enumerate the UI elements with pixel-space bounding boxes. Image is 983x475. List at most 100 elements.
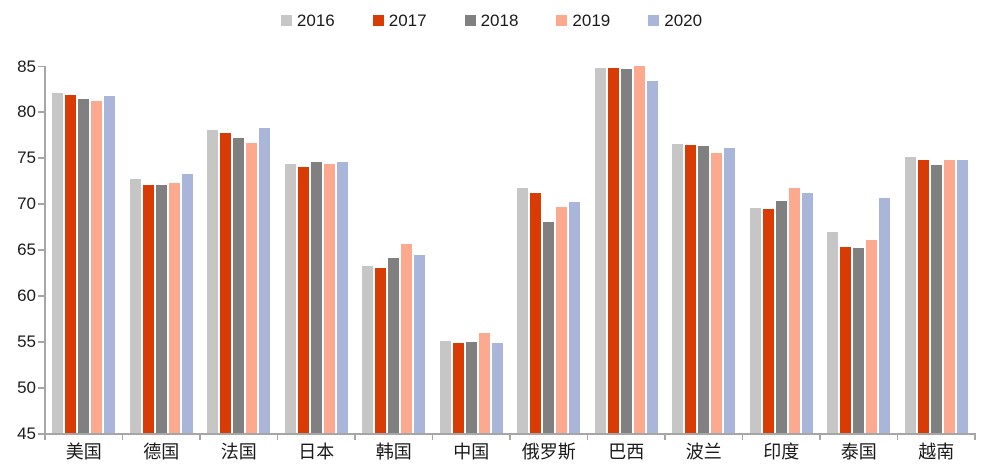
y-axis-tick-label: 45 xyxy=(17,424,36,443)
bar-2020-美国 xyxy=(104,95,116,433)
x-axis-tick xyxy=(896,433,898,440)
y-axis-tick xyxy=(38,111,44,113)
bar-2018-韩国 xyxy=(388,258,400,433)
x-axis-tick xyxy=(974,433,976,440)
y-axis-tick-label: 80 xyxy=(17,102,36,122)
bar-2020-越南 xyxy=(956,160,968,433)
bar-2020-俄罗斯 xyxy=(569,202,581,433)
bar-2020-印度 xyxy=(801,193,813,433)
bar-2019-韩国 xyxy=(401,243,413,433)
bar-2018-美国 xyxy=(78,99,90,433)
bar-2018-印度 xyxy=(775,201,787,433)
bar-2018-法国 xyxy=(233,138,245,433)
bar-2018-中国 xyxy=(465,342,477,433)
bar-2016-巴西 xyxy=(594,68,606,433)
x-axis-tick xyxy=(199,433,201,440)
legend-item: 2018 xyxy=(464,11,519,30)
bar-2017-法国 xyxy=(220,133,232,433)
bar-2020-法国 xyxy=(259,127,271,433)
bar-2020-日本 xyxy=(336,161,348,433)
x-axis-label: 印度 xyxy=(763,442,800,462)
bar-2017-美国 xyxy=(65,94,77,433)
y-axis-tick xyxy=(38,249,44,251)
y-axis-tick-label: 65 xyxy=(17,240,36,260)
bar-2016-法国 xyxy=(207,129,219,433)
x-axis-label: 法国 xyxy=(220,442,257,462)
legend-label: 2020 xyxy=(664,11,703,30)
chart-legend: 2016 2017 2018 2019 2020 xyxy=(0,12,983,29)
bar-2017-波兰 xyxy=(685,145,697,433)
bar-2020-德国 xyxy=(181,173,193,433)
x-axis-label: 俄罗斯 xyxy=(521,442,576,462)
bar-2016-德国 xyxy=(129,179,141,433)
bar-2016-美国 xyxy=(52,93,64,433)
x-axis-label: 中国 xyxy=(453,442,490,462)
bar-2019-俄罗斯 xyxy=(556,206,568,433)
x-axis-label: 日本 xyxy=(298,442,335,462)
bar-2019-波兰 xyxy=(711,152,723,433)
x-axis-tick xyxy=(44,433,46,440)
bar-2019-德国 xyxy=(168,183,180,433)
legend-swatch-2016 xyxy=(280,15,292,26)
bar-2016-泰国 xyxy=(827,231,839,433)
bar-2018-巴西 xyxy=(620,69,632,433)
bar-2019-印度 xyxy=(788,187,800,433)
bar-2019-日本 xyxy=(323,163,335,433)
bar-2016-越南 xyxy=(904,157,916,433)
x-axis-tick xyxy=(276,433,278,440)
x-axis-tick xyxy=(664,433,666,440)
bar-2016-日本 xyxy=(284,163,296,433)
bar-2017-泰国 xyxy=(840,247,852,433)
y-axis-tick-label: 70 xyxy=(17,194,36,214)
bar-2016-俄罗斯 xyxy=(517,187,529,433)
legend-item: 2020 xyxy=(648,12,702,29)
legend-label: 2017 xyxy=(388,11,427,30)
bar-2017-中国 xyxy=(452,342,464,433)
bar-2019-巴西 xyxy=(633,66,645,433)
y-axis-tick-label: 85 xyxy=(17,56,36,76)
x-axis-label: 德国 xyxy=(143,442,180,462)
bar-2017-印度 xyxy=(762,208,774,433)
legend-label: 2018 xyxy=(480,11,519,30)
bar-2019-泰国 xyxy=(866,240,878,433)
legend-item: 2016 xyxy=(280,11,335,30)
legend-swatch-2020 xyxy=(648,15,660,26)
legend-item: 2017 xyxy=(372,11,427,30)
bar-2017-俄罗斯 xyxy=(530,193,542,433)
bar-2017-越南 xyxy=(917,160,929,433)
x-axis-tick xyxy=(509,433,511,440)
bar-2020-波兰 xyxy=(724,148,736,433)
x-axis-tick xyxy=(586,433,588,440)
bar-2018-俄罗斯 xyxy=(543,221,555,433)
legend-label: 2019 xyxy=(572,11,611,30)
y-axis-tick-label: 60 xyxy=(17,286,36,306)
bar-2020-中国 xyxy=(491,342,503,433)
bar-2020-韩国 xyxy=(414,254,426,433)
bar-2018-德国 xyxy=(155,184,167,433)
y-axis-tick xyxy=(38,295,44,297)
y-axis-tick-label: 55 xyxy=(17,332,36,352)
x-axis-tick xyxy=(354,433,356,440)
x-axis-label: 泰国 xyxy=(840,442,877,462)
bar-2020-泰国 xyxy=(879,197,891,433)
y-axis-tick-label: 75 xyxy=(17,148,36,168)
y-axis-line xyxy=(44,65,46,433)
bar-2017-韩国 xyxy=(375,267,387,433)
bar-2019-美国 xyxy=(91,101,103,433)
bar-2018-泰国 xyxy=(853,248,865,433)
bar-2020-巴西 xyxy=(646,81,658,433)
legend-swatch-2017 xyxy=(372,15,384,26)
x-axis-label: 波兰 xyxy=(685,442,722,462)
x-axis-tick xyxy=(741,433,743,440)
x-axis-label: 巴西 xyxy=(608,442,645,462)
bar-2019-中国 xyxy=(478,332,490,433)
legend-label: 2016 xyxy=(296,11,335,30)
legend-item: 2019 xyxy=(556,12,610,29)
y-axis-tick xyxy=(38,203,44,205)
y-axis-tick-label: 50 xyxy=(17,378,36,398)
y-axis-tick xyxy=(38,65,44,67)
x-axis-tick xyxy=(431,433,433,440)
x-axis-label: 越南 xyxy=(918,442,955,462)
bar-2017-巴西 xyxy=(607,68,619,433)
